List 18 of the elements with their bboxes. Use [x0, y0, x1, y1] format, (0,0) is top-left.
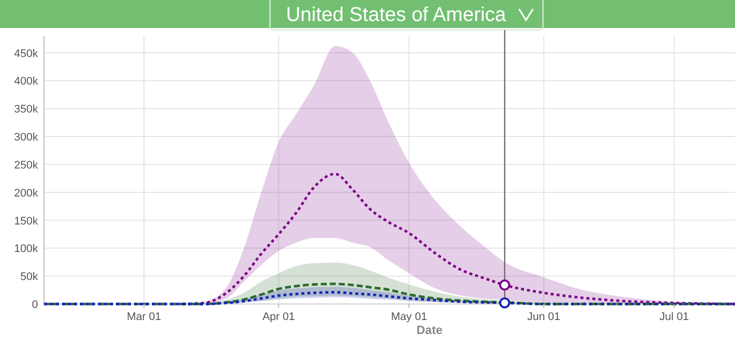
y-tick-label: 300k	[14, 132, 38, 144]
y-tick-label: 100k	[14, 243, 38, 256]
y-tick-label: 450k	[14, 48, 38, 60]
y-tick-label: 150k	[14, 215, 38, 228]
line-series	[182, 172, 735, 306]
y-tick-label: 0	[32, 299, 38, 311]
x-tick-label: Jun 01	[527, 311, 560, 323]
y-tick-label: 50k	[20, 271, 38, 284]
y-tick-label: 250k	[14, 159, 38, 172]
x-tick-label: Apr 01	[262, 311, 295, 323]
y-tick-label: 350k	[14, 104, 38, 116]
y-tick-label: 400k	[14, 76, 38, 88]
chart-title: United States of America	[286, 4, 507, 26]
x-tick-label: Jul 01	[659, 311, 689, 323]
x-tick-label: Mar 01	[126, 311, 162, 323]
x-tick-label: May 01	[391, 311, 428, 323]
x-axis-title: Date	[416, 323, 443, 337]
y-tick-label: 200k	[14, 187, 38, 200]
